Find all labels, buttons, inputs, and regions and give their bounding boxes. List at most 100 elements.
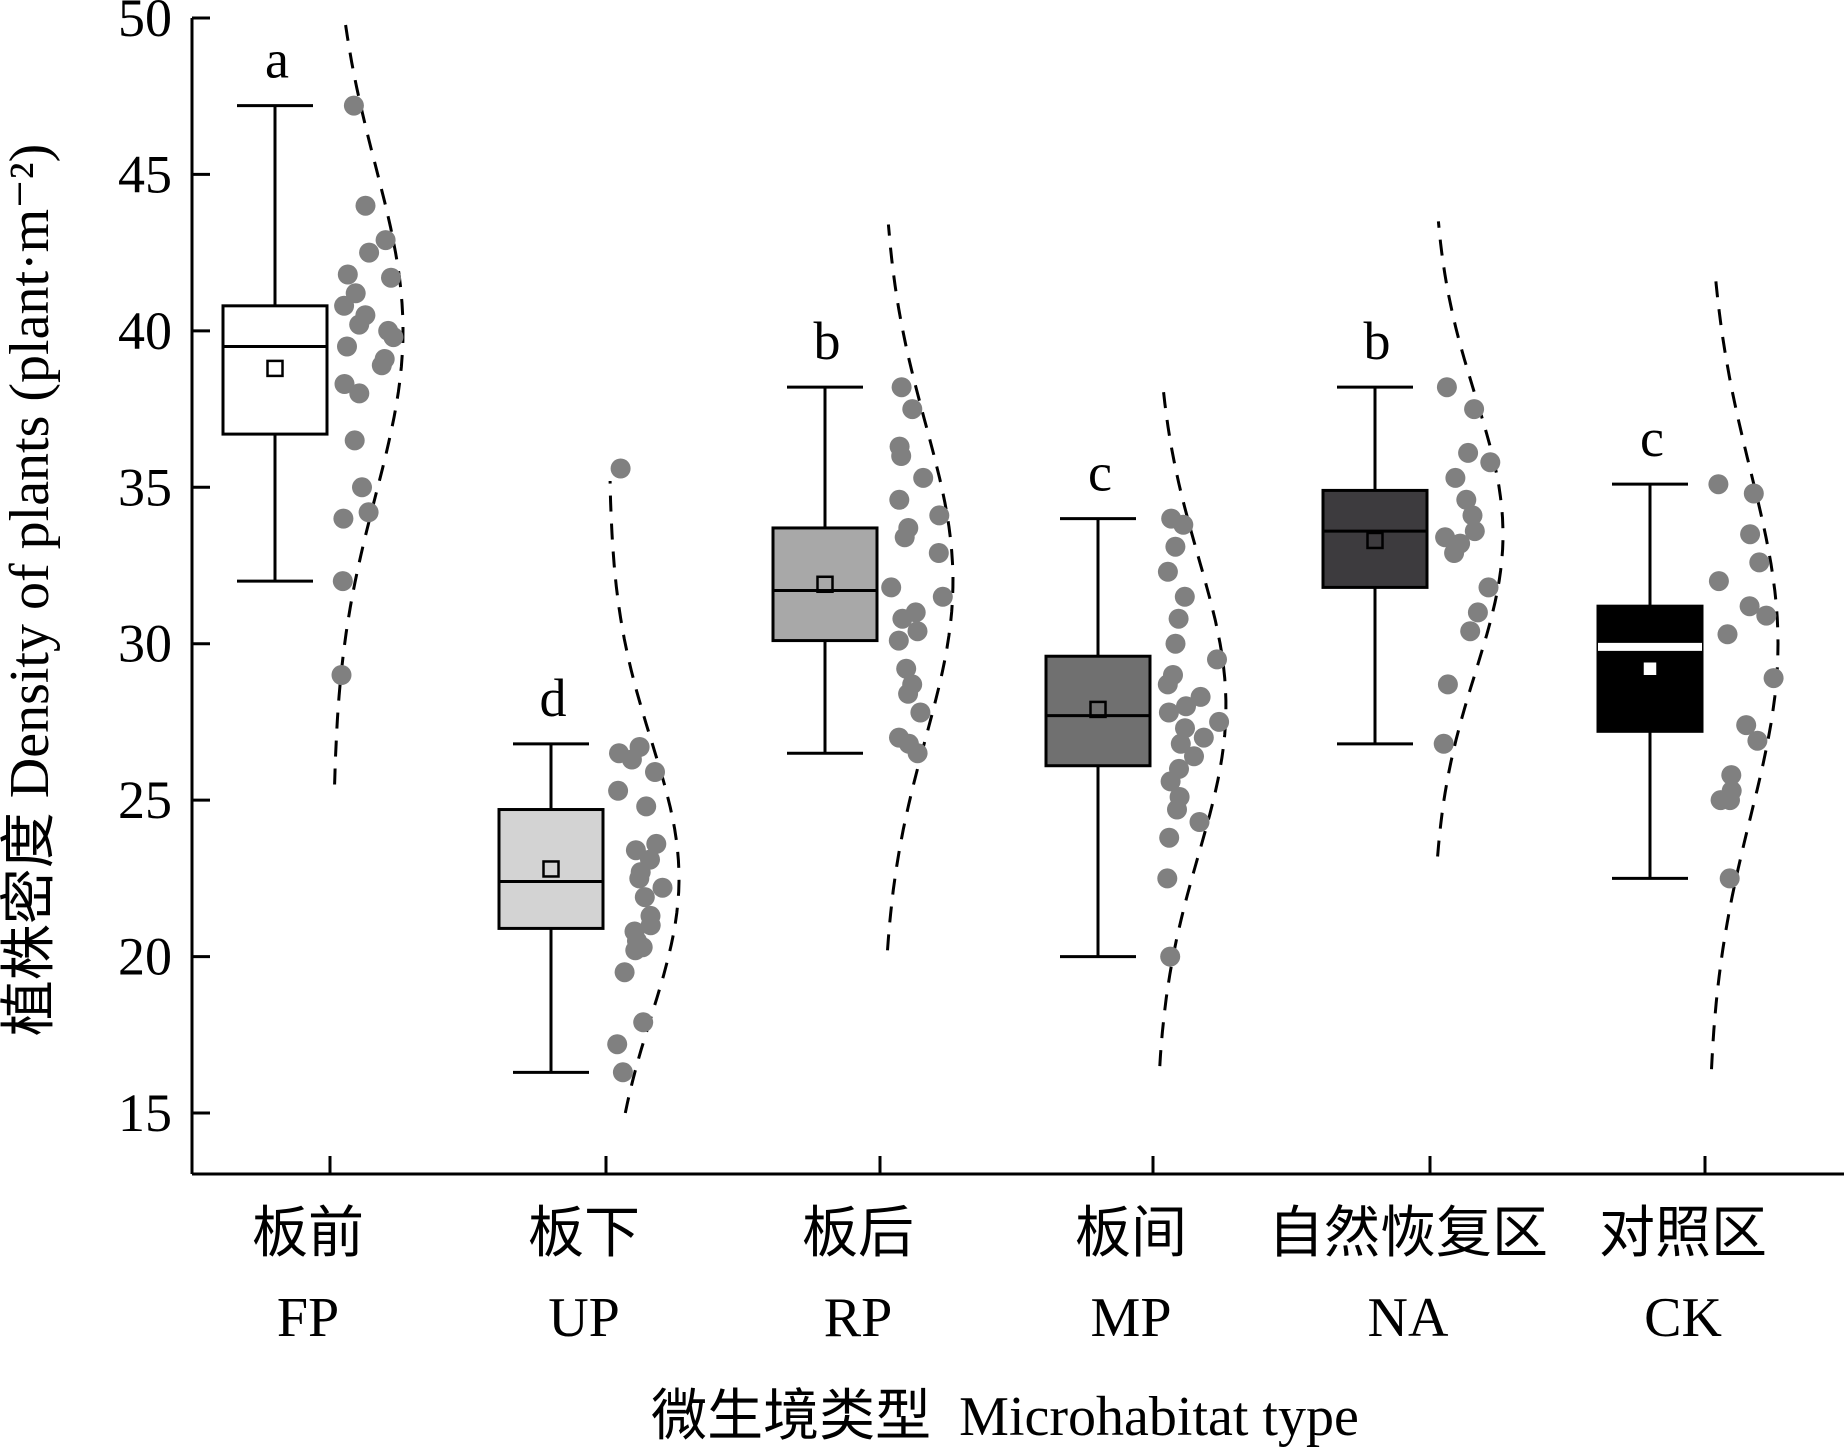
data-point	[1190, 686, 1211, 707]
data-point	[1462, 505, 1483, 526]
x-category-label-en: RP	[824, 1287, 893, 1349]
mean-marker	[1366, 531, 1384, 550]
data-point	[349, 383, 370, 404]
data-point	[607, 1034, 628, 1055]
mean-marker	[816, 575, 834, 594]
data-point	[1445, 467, 1466, 488]
data-point	[337, 336, 357, 357]
data-point	[344, 430, 365, 451]
y-tick-label: 15	[118, 1083, 172, 1143]
data-point	[646, 833, 667, 854]
data-point	[1174, 586, 1195, 607]
y-tick-label: 50	[118, 0, 172, 48]
data-point	[929, 505, 950, 526]
significance-letter: b	[814, 311, 841, 371]
data-point	[1460, 621, 1481, 642]
data-point	[1467, 602, 1488, 623]
data-point	[1157, 674, 1178, 695]
mean-marker	[1089, 700, 1107, 719]
significance-letter: b	[1364, 311, 1391, 371]
data-point	[881, 577, 902, 598]
data-point	[892, 608, 913, 629]
mean-marker	[542, 860, 560, 878]
data-point	[1717, 624, 1738, 645]
data-point	[614, 962, 635, 983]
x-category-label-en: FP	[277, 1287, 339, 1349]
data-point	[652, 877, 673, 898]
series: a d b c b c	[221, 24, 1784, 1114]
density-curve	[333, 24, 405, 785]
data-point	[1458, 442, 1479, 463]
data-point	[625, 940, 646, 961]
data-point	[1207, 649, 1227, 670]
data-point	[371, 355, 392, 376]
data-point	[333, 508, 354, 529]
data-point	[640, 915, 661, 936]
data-point	[1193, 727, 1214, 748]
data-point	[1176, 696, 1196, 717]
data-point	[1480, 452, 1501, 473]
data-point	[332, 571, 353, 592]
data-point	[1157, 868, 1178, 889]
series-up: d	[497, 458, 681, 1114]
data-point	[612, 1062, 633, 1083]
data-point	[910, 702, 931, 723]
significance-letter: a	[265, 30, 289, 90]
series-rp: b	[771, 224, 955, 951]
y-tick-label: 20	[118, 927, 172, 987]
density-curve	[608, 480, 681, 1114]
data-point	[621, 749, 642, 770]
data-point	[1165, 633, 1186, 654]
data-point	[349, 314, 370, 335]
x-ticks: 板前 FP 板下 UP 板后 RP 板间 MP 自然恢复区 NA 对照区 CK	[252, 1156, 1767, 1349]
data-point	[625, 840, 646, 861]
data-point	[1708, 571, 1729, 592]
data-point	[1708, 474, 1729, 495]
significance-letter: d	[540, 668, 567, 728]
data-point	[1763, 668, 1784, 689]
x-category-label-cn: 板前	[252, 1203, 364, 1265]
data-point	[1165, 536, 1186, 557]
data-point	[891, 446, 912, 466]
data-point	[898, 683, 919, 704]
data-point	[1158, 702, 1179, 723]
data-point	[610, 458, 631, 479]
mean-marker	[266, 359, 284, 378]
data-point	[1478, 577, 1499, 598]
data-point	[334, 374, 355, 394]
data-point	[1747, 730, 1768, 751]
iqr-box	[221, 304, 329, 436]
data-point	[383, 327, 404, 348]
data-point	[1721, 765, 1742, 786]
x-category-label-cn: 板下	[528, 1203, 640, 1265]
data-point	[907, 621, 928, 642]
data-point	[1736, 715, 1757, 736]
data-point	[1464, 399, 1485, 420]
x-category-label-cn: 板间	[1075, 1203, 1187, 1265]
series-na: b	[1321, 221, 1505, 857]
data-point	[1437, 674, 1458, 695]
density-curve	[886, 224, 955, 951]
data-point	[1160, 771, 1181, 792]
data-point	[1159, 827, 1180, 848]
x-axis-title: 微生境类型 Microhabitat type	[651, 1386, 1359, 1448]
significance-letter: c	[1640, 408, 1664, 468]
data-point	[889, 489, 910, 510]
data-point	[1167, 799, 1187, 820]
data-point	[1756, 605, 1777, 626]
data-point	[1739, 596, 1760, 617]
y-tick-label: 45	[118, 144, 172, 204]
data-point	[888, 630, 909, 651]
data-point	[1464, 521, 1485, 542]
data-point	[894, 527, 915, 548]
data-point	[1173, 514, 1194, 535]
iqr-box	[497, 808, 605, 930]
data-point	[1456, 489, 1477, 510]
series-fp: a	[221, 24, 405, 785]
data-point	[1444, 543, 1465, 563]
data-point	[1168, 608, 1189, 629]
y-tick-label: 25	[118, 770, 172, 830]
x-category-label-cn: 自然恢复区	[1268, 1203, 1548, 1265]
data-point	[913, 467, 934, 488]
